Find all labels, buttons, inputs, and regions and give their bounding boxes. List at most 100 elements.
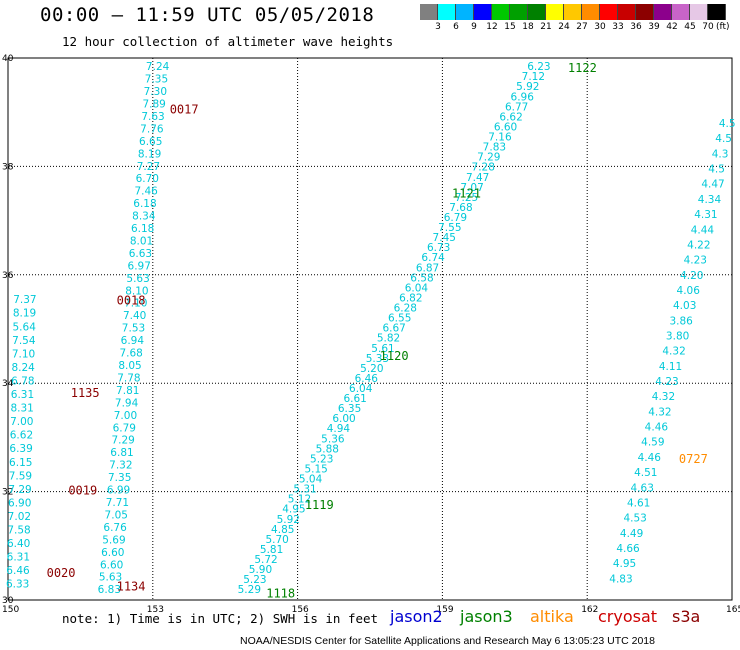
time-label: 1122 — [568, 61, 597, 75]
wave-height-value: 7.30 — [144, 86, 167, 98]
wave-height-value: 7.81 — [116, 385, 139, 397]
wave-height-value: 7.02 — [8, 511, 31, 523]
wave-height-value: 8.31 — [10, 403, 33, 415]
color-scale-label: 33 — [612, 22, 624, 32]
wave-height-value: 5.23 — [310, 453, 333, 465]
wave-height-value: 7.05 — [105, 509, 128, 521]
color-scale-legend: 3 6 9 12 15 18 21 24 27 30 33 36 39 42 45 70 — [420, 4, 736, 34]
wave-height-value: 8.24 — [11, 362, 35, 374]
wave-height-value: 4.32 — [662, 346, 685, 358]
color-scale-swatch — [654, 4, 672, 20]
wave-height-value: 4.51 — [634, 467, 657, 479]
color-scale-swatch — [600, 4, 618, 20]
wave-height-value: 7.68 — [119, 348, 142, 360]
time-label: 1118 — [266, 586, 295, 600]
wave-height-value: 6.04 — [349, 383, 373, 395]
wave-height-value: 5.82 — [377, 333, 400, 345]
wave-height-value: 5.15 — [304, 463, 327, 475]
wave-height-value: 4.59 — [641, 437, 664, 449]
wave-height-value: 5.63 — [99, 572, 122, 584]
color-scale-label: 30 — [594, 22, 606, 32]
wave-height-value: 7.24 — [146, 61, 170, 73]
legend-jason2: jason2 — [390, 607, 443, 626]
wave-height-value: 8.19 — [138, 148, 161, 160]
wave-height-value: 4.3 — [712, 148, 729, 160]
wave-height-value: 4.23 — [684, 255, 707, 267]
wave-height-value: 6.79 — [113, 422, 136, 434]
wave-height-value: 4.63 — [631, 482, 654, 494]
wave-height-value: 8.05 — [118, 360, 141, 372]
color-scale-swatch — [672, 4, 690, 20]
color-scale-swatch — [690, 4, 708, 20]
wave-height-value: 6.31 — [7, 552, 30, 564]
wave-height-value: 6.96 — [511, 91, 535, 103]
wave-height-value: 6.23 — [527, 61, 550, 73]
wave-height-value: 6.99 — [107, 485, 130, 497]
wave-height-value: 5.70 — [265, 534, 288, 546]
wave-height-value: 7.40 — [123, 310, 146, 322]
wave-height-value: 6.67 — [382, 323, 405, 335]
color-scale-label: 39 — [648, 22, 660, 32]
wave-height-value: 6.60 — [101, 547, 124, 559]
time-label: 0017 — [170, 102, 199, 116]
color-scale-label: 27 — [576, 22, 588, 32]
x-tick-label: 159 — [436, 605, 453, 615]
color-scale-swatch — [456, 4, 474, 20]
time-label: 0018 — [117, 293, 146, 307]
y-tick-label: 38 — [2, 162, 14, 172]
color-scale-swatch — [546, 4, 564, 20]
wave-height-value: 7.16 — [488, 132, 512, 144]
wave-height-value: 7.10 — [12, 348, 35, 360]
wave-height-value: 5.29 — [238, 584, 261, 596]
color-scale-label: 6 — [453, 22, 459, 32]
wave-height-value: 4.94 — [327, 423, 351, 435]
wave-height-value: 6.15 — [9, 457, 32, 469]
wave-height-value: 6.31 — [11, 389, 34, 401]
wave-height-value: 4.03 — [673, 300, 696, 312]
wave-height-value: 4.23 — [655, 376, 678, 388]
color-scale-label: 3 — [435, 22, 441, 32]
time-label: 1121 — [452, 187, 481, 201]
wave-height-value: 4.61 — [627, 497, 650, 509]
wave-height-value: 7.55 — [438, 222, 461, 234]
wave-height-value: 6.28 — [394, 303, 417, 315]
wave-height-value: 4.5 — [719, 118, 736, 130]
color-scale-swatch — [528, 4, 546, 20]
wave-height-value: 6.94 — [121, 335, 145, 347]
wave-height-value: 6.61 — [343, 393, 366, 405]
y-tick-label: 40 — [2, 54, 14, 64]
wave-height-value: 7.37 — [13, 294, 36, 306]
wave-height-value: 5.31 — [293, 484, 316, 496]
wave-height-value: 5.72 — [254, 554, 277, 566]
color-scale-label: 45 — [684, 22, 696, 32]
wave-height-value: 6.40 — [7, 538, 30, 550]
time-label: 0019 — [68, 484, 97, 498]
wave-height-value: 6.55 — [388, 313, 411, 325]
wave-height-value: 5.69 — [102, 534, 125, 546]
wave-height-value: 7.35 — [108, 472, 131, 484]
wave-height-value: 7.83 — [483, 142, 506, 154]
wave-height-value: 5.90 — [249, 564, 272, 576]
wave-height-value: 6.79 — [444, 212, 467, 224]
wave-height-value: 5.04 — [299, 474, 323, 486]
time-label: 1119 — [305, 498, 334, 512]
wave-height-value: 5.23 — [243, 574, 266, 586]
wave-height-value: 7.07 — [460, 182, 483, 194]
wave-height-value: 7.47 — [466, 172, 489, 184]
wave-height-value: 8.10 — [125, 285, 148, 297]
wave-height-value: 6.74 — [421, 252, 445, 264]
wave-height-value: 6.39 — [9, 443, 32, 455]
wave-height-value: 5.12 — [288, 494, 311, 506]
wave-height-value: 8.34 — [132, 211, 156, 223]
wave-height-value: 3.80 — [666, 331, 689, 343]
wave-height-value: 5.36 — [321, 433, 345, 445]
color-scale-unit: (ft) — [716, 22, 730, 32]
wave-height-value: 4.5 — [715, 133, 732, 145]
wave-height-value: 6.83 — [98, 584, 121, 596]
wave-height-value: 7.45 — [433, 232, 456, 244]
color-scale-label: 36 — [630, 22, 642, 32]
wave-height-value: 6.70 — [136, 173, 159, 185]
wave-height-value: 7.12 — [522, 71, 545, 83]
wave-height-value: 6.46 — [355, 373, 379, 385]
x-tick-label: 165 — [726, 605, 740, 615]
